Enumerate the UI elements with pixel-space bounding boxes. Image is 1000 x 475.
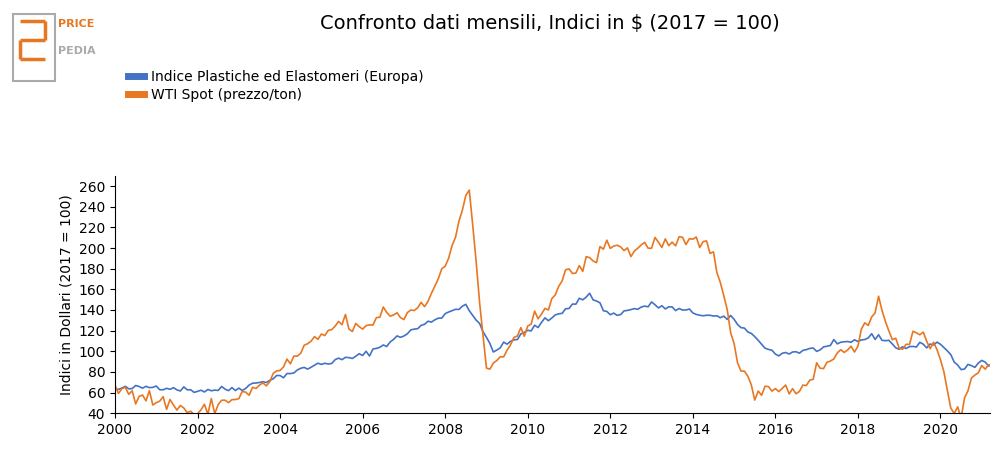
Y-axis label: Indici in Dollari (2017 = 100): Indici in Dollari (2017 = 100) — [59, 194, 73, 395]
Legend: Indice Plastiche ed Elastomeri (Europa), WTI Spot (prezzo/ton): Indice Plastiche ed Elastomeri (Europa),… — [122, 64, 429, 107]
FancyBboxPatch shape — [13, 14, 55, 81]
Text: Confronto dati mensili, Indici in $ (2017 = 100): Confronto dati mensili, Indici in $ (201… — [320, 14, 780, 33]
Text: PRICE: PRICE — [58, 19, 94, 29]
Text: PEDIA: PEDIA — [58, 46, 96, 56]
